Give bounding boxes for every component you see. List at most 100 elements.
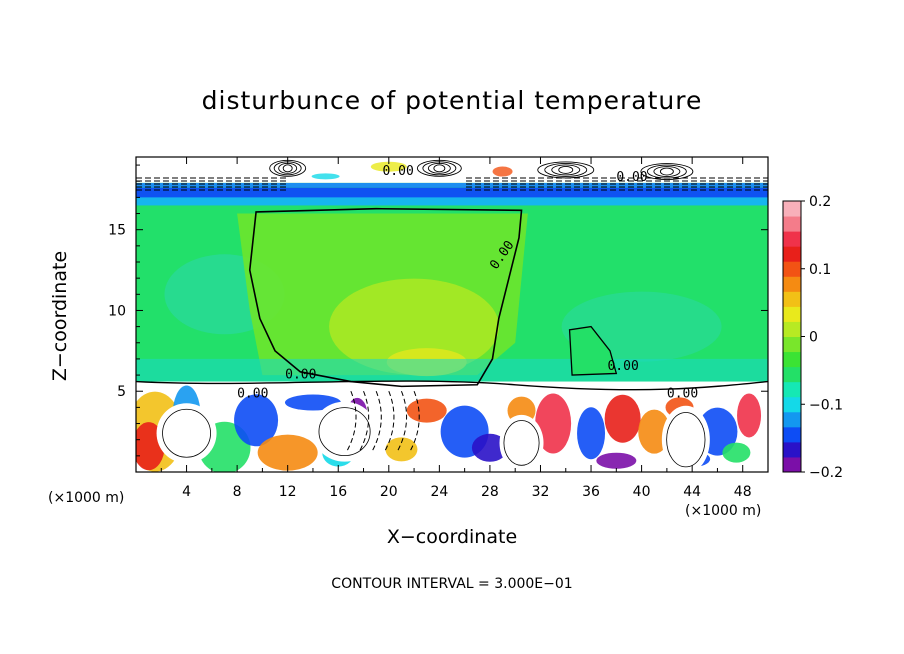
boundary-top-contour [136,380,768,391]
colorbar-segment [783,291,801,307]
colorbar-segment [783,456,801,473]
colorbar-segment [783,306,801,322]
strat-swirl-contour [558,165,574,174]
colorbar-segment [783,276,801,292]
contour-label: 0.00 [382,164,413,179]
x-tick-label: 44 [683,484,701,500]
boundary-layer-blob [535,393,572,454]
x-unit-label-right: (×1000 m) [685,503,762,519]
boundary-layer-blob [722,442,751,463]
colorbar-segment [783,261,801,277]
strat-warm-blob [370,161,407,172]
x-tick-label: 4 [182,484,191,500]
contour-interval-note: CONTOUR INTERVAL = 3.000E−01 [331,576,573,592]
strat-cool-blob [311,173,340,180]
colorbar-segment [783,216,801,232]
contour-label: 0.00 [607,359,638,374]
boundary-dash-contour [396,391,408,452]
boundary-layer-blob [406,398,447,423]
strat-swirl-contour [659,167,674,176]
boundary-layer-cell [661,405,710,472]
x-tick-label: 12 [279,484,297,500]
boundary-layer-cell [156,403,217,464]
contour-label: 0.00 [237,387,268,402]
x-tick-label: 48 [734,484,752,500]
boundary-layer-cell [312,401,377,462]
x-tick-label: 20 [380,484,398,500]
colorbar-segment [783,411,801,428]
boundary-layer-blob [385,437,418,462]
boundary-layer-blob [604,394,641,443]
cool-band [136,358,768,382]
x-tick-label: 32 [532,484,550,500]
colorbar-segment [783,231,801,247]
y-tick-label: 15 [108,223,126,239]
boundary-layer-blob [577,407,606,460]
boundary-layer-contour [503,420,540,466]
y-axis-label: Z−coordinate [49,250,71,382]
contour-label: 0.00 [285,367,316,382]
boundary-layer-contour [162,408,211,458]
boundary-layer-blob [234,394,279,447]
x-tick-label: 24 [430,484,448,500]
colorbar-segment [783,321,801,337]
colorbar-tick-label: 0 [809,330,818,346]
x-tick-label: 28 [481,484,499,500]
colorbar-tick-label: −0.2 [809,465,843,481]
colorbar-segment [783,441,801,458]
boundary-dash-contour [359,391,370,452]
boundary-layer-blob [257,434,318,471]
warm-anomaly-inner [329,278,500,375]
boundary-layer-contour [318,407,371,457]
boundary-layer-cell [499,414,544,471]
strat-swirl-contour [282,164,293,173]
strat-swirl-contour [653,166,681,177]
colorbar-segment [783,336,801,353]
colorbar-segment [783,246,801,262]
boundary-dash-contour [409,391,420,452]
x-tick-label: 40 [633,484,651,500]
strat-swirl-contour [551,164,581,176]
tropopause-band [136,187,768,199]
tropopause-band-lower [136,197,768,206]
x-tick-label: 16 [329,484,347,500]
zero-contour-main [248,207,523,388]
heatmap-field: 0.000.000.000.000.000.00 0.00 [136,157,768,472]
x-axis-label: X−coordinate [386,526,518,548]
x-unit-label-left: (×1000 m) [48,490,125,506]
colorbar-tick-label: −0.1 [809,397,843,413]
boundary-layer-blob [471,433,508,462]
isolated-anomaly [568,325,618,376]
boundary-layer-blob [596,452,637,469]
boundary-dash-contour [384,391,395,452]
x-tick-label: 36 [582,484,600,500]
strat-swirl-contour [537,161,595,179]
colorbar-segment [783,351,801,368]
boundary-layer-blob [284,394,341,411]
boundary-layer-contour [666,412,706,468]
tropopause-band-upper [136,182,768,188]
strat-swirl-contour [640,163,694,180]
colorbar-tick-label: 0.2 [809,194,831,210]
contour-label: 0.00 [616,170,647,185]
strat-swirl-contour [433,164,446,173]
colorbar-segment [783,366,801,383]
colorbar-segment [783,426,801,443]
colorbar-segment [783,381,801,398]
colorbar-tick-label: 0.1 [809,262,831,278]
y-tick-label: 10 [108,303,126,319]
strat-hot-blob [492,166,513,177]
strat-swirl-contour [544,162,588,177]
colorbar-segment [783,396,801,413]
strat-swirl-contour [646,164,687,179]
boundary-dash-contour [371,391,382,452]
boundary-dash-contour [346,391,357,452]
boundary-layer-blob [737,393,762,438]
chart-title: disturbunce of potential temperature [201,86,703,115]
y-tick-label: 5 [117,384,126,400]
contour-label: 0.00 [667,387,698,402]
colorbar-segment [783,201,801,217]
x-tick-label: 8 [233,484,242,500]
plot-frame [135,156,769,473]
